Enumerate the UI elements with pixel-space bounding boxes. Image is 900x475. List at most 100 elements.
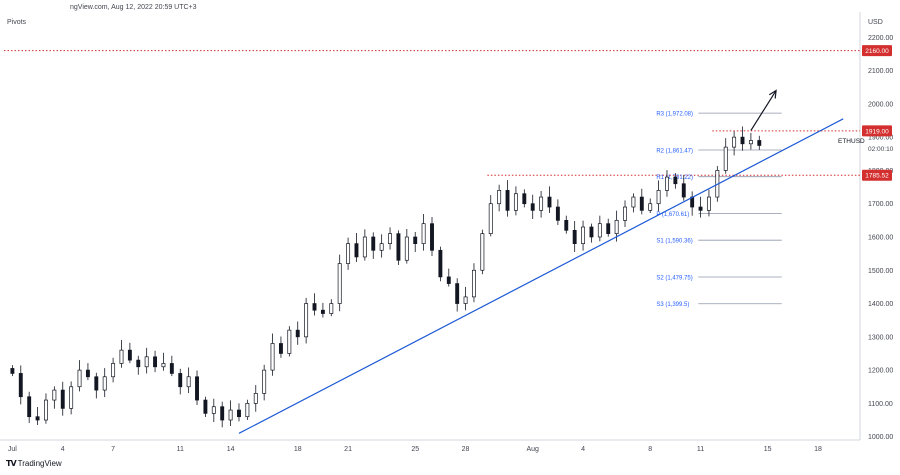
y-tick-label: 1400.00 bbox=[868, 301, 893, 308]
candle-body bbox=[648, 203, 653, 211]
candle-body bbox=[262, 369, 267, 394]
candle-body bbox=[606, 223, 611, 235]
candle-body bbox=[472, 269, 476, 298]
tradingview-logo: TV TradingView bbox=[6, 459, 62, 468]
candle-body bbox=[631, 196, 636, 208]
candle-body bbox=[681, 183, 686, 198]
candle-body bbox=[10, 368, 15, 374]
candle-body bbox=[178, 373, 183, 388]
pivot-label: R2 (1,861.47) bbox=[656, 148, 693, 154]
candle-body bbox=[111, 363, 116, 378]
candle-body bbox=[572, 229, 577, 244]
candle-body bbox=[740, 136, 745, 145]
candle-body bbox=[522, 193, 527, 205]
candle-body bbox=[488, 203, 493, 235]
price-label: 2160.00 bbox=[865, 48, 889, 55]
countdown-label: 02:00:10 bbox=[868, 146, 894, 153]
candle-body bbox=[69, 386, 74, 409]
y-tick-label: 1200.00 bbox=[868, 368, 893, 375]
candle-body bbox=[119, 349, 124, 364]
candle-body bbox=[60, 389, 65, 409]
breakout-arrowhead-icon bbox=[768, 89, 777, 99]
candle-body bbox=[102, 376, 107, 391]
candle-body bbox=[161, 363, 166, 368]
x-tick-label: 11 bbox=[177, 446, 184, 453]
pivot-label: S2 (1,479.75) bbox=[656, 276, 692, 282]
candle-body bbox=[228, 409, 233, 421]
x-tick-label: Jul bbox=[8, 446, 17, 453]
candle-body bbox=[211, 406, 216, 414]
candle-body bbox=[35, 416, 40, 421]
candle-body bbox=[52, 389, 57, 401]
candle-body bbox=[547, 196, 552, 208]
x-tick-label: 11 bbox=[697, 446, 704, 453]
candle-body bbox=[614, 219, 619, 235]
x-tick-label: 8 bbox=[648, 446, 652, 453]
candle-body bbox=[18, 373, 23, 398]
candle-body bbox=[463, 296, 468, 304]
candle-body bbox=[44, 399, 48, 421]
price-label: 1785.52 bbox=[865, 173, 889, 180]
candle-body bbox=[270, 343, 275, 371]
candle-body bbox=[295, 329, 300, 338]
candle-body bbox=[245, 403, 250, 418]
candle-body bbox=[673, 176, 678, 185]
x-tick-label: Aug bbox=[526, 446, 539, 453]
candle-body bbox=[136, 359, 141, 368]
y-tick-label: 2100.00 bbox=[868, 68, 893, 75]
candle-body bbox=[497, 190, 502, 205]
candle-body bbox=[312, 303, 317, 311]
candle-body bbox=[505, 190, 510, 211]
candle-body bbox=[320, 309, 325, 314]
price-label-box bbox=[862, 169, 892, 181]
candle-body bbox=[253, 393, 258, 404]
pivot-label: S1 (1,590.36) bbox=[656, 239, 692, 245]
symbol-label: ETHUSD bbox=[838, 138, 865, 145]
candle-body bbox=[396, 233, 401, 261]
y-tick-label: 1000.00 bbox=[868, 434, 893, 441]
y-tick-label: 1300.00 bbox=[868, 334, 893, 341]
candle-body bbox=[169, 363, 174, 374]
candle-body bbox=[480, 233, 485, 271]
candle-body bbox=[237, 409, 241, 418]
tradingview-brand-label: TradingView bbox=[17, 459, 62, 468]
indicator-label: Pivots bbox=[7, 19, 27, 26]
candle-body bbox=[513, 193, 518, 211]
x-tick-label: 4 bbox=[61, 446, 65, 453]
candle-body bbox=[354, 243, 359, 258]
candle-body bbox=[379, 243, 384, 251]
y-tick-label: 1700.00 bbox=[868, 201, 893, 208]
x-tick-label: 15 bbox=[764, 446, 772, 453]
candle-body bbox=[220, 406, 225, 421]
y-tick-label: 1900.00 bbox=[868, 135, 893, 142]
candle-body bbox=[203, 399, 208, 414]
candle-body bbox=[564, 219, 569, 231]
price-label-box bbox=[862, 45, 892, 57]
tradingview-logo-mark: TV bbox=[6, 459, 17, 468]
candle-body bbox=[698, 206, 703, 211]
candle-body bbox=[388, 233, 392, 244]
candle-body bbox=[329, 303, 334, 314]
y-tick-label: 1600.00 bbox=[868, 234, 893, 241]
x-tick-label: 4 bbox=[581, 446, 585, 453]
candle-body bbox=[413, 236, 418, 244]
candle-body bbox=[589, 226, 594, 238]
x-tick-label: 25 bbox=[411, 446, 419, 453]
pivot-label: S3 (1,399.5) bbox=[656, 302, 689, 308]
y-tick-label: 2200.00 bbox=[868, 35, 893, 42]
price-label-box bbox=[862, 125, 892, 137]
candle-body bbox=[455, 283, 460, 304]
candle-body bbox=[77, 369, 82, 388]
candle-body bbox=[757, 140, 762, 146]
candle-body bbox=[539, 196, 544, 211]
x-tick-label: 18 bbox=[294, 446, 302, 453]
x-tick-label: 14 bbox=[227, 446, 235, 453]
candle-body bbox=[581, 226, 586, 244]
candle-body bbox=[85, 369, 90, 378]
price-label: 1919.00 bbox=[865, 128, 889, 135]
candle-body bbox=[195, 376, 199, 401]
candle-body bbox=[530, 203, 535, 211]
candle-body bbox=[127, 349, 132, 361]
x-tick-label: 7 bbox=[111, 446, 115, 453]
